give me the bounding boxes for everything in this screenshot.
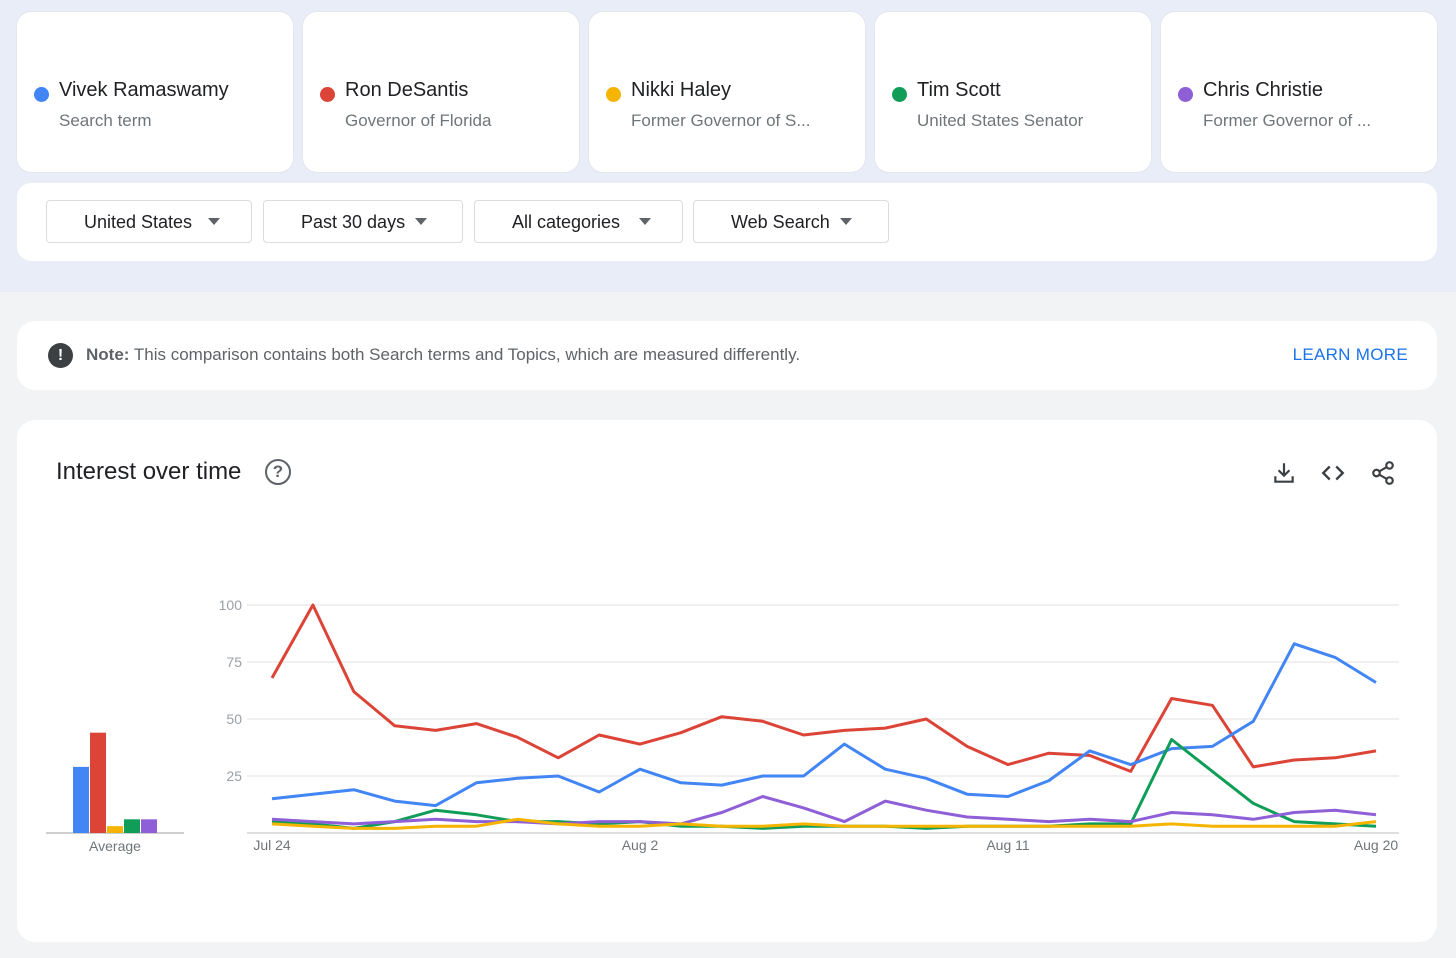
term-type: Former Governor of S...	[631, 111, 811, 130]
time-filter-label: Past 30 days	[301, 212, 406, 232]
term-card-2[interactable]: Ron DeSantis Governor of Florida	[303, 12, 579, 172]
series-line-nikki-haley	[271, 817, 1377, 830]
average-label: Average	[89, 838, 141, 854]
term-name: Ron DeSantis	[345, 79, 469, 101]
category-filter-dropdown[interactable]: All categories	[474, 200, 683, 243]
term-name: Vivek Ramaswamy	[59, 79, 229, 101]
learn-more-link[interactable]: LEARN MORE	[1292, 345, 1408, 364]
y-tick-label: 50	[226, 711, 242, 727]
help-icon[interactable]: ?	[265, 459, 291, 485]
term-type: Former Governor of ...	[1203, 111, 1372, 130]
y-tick-label: 100	[219, 597, 243, 613]
series-color-dot	[892, 87, 907, 102]
term-card-1[interactable]: Vivek Ramaswamy Search term	[17, 12, 293, 172]
embed-code-icon[interactable]	[1320, 460, 1346, 486]
search-type-filter-dropdown[interactable]: Web Search	[693, 200, 889, 243]
series-line-ron-desantis	[270, 603, 1377, 773]
chart-title: Interest over time	[56, 458, 242, 485]
term-card-4[interactable]: Tim Scott United States Senator	[875, 12, 1151, 172]
y-tick-label: 25	[226, 768, 242, 784]
time-filter-dropdown[interactable]: Past 30 days	[263, 200, 463, 243]
series-line-vivek-ramaswamy	[271, 642, 1377, 808]
series-color-dot	[1178, 87, 1193, 102]
x-tick-label: Jul 24	[253, 837, 291, 853]
alert-icon: !	[48, 343, 73, 368]
share-icon[interactable]	[1370, 460, 1396, 486]
x-tick-label: Aug 11	[986, 837, 1030, 853]
interest-over-time-card: Interest over time ? 25 50 75 100 Jul 24 Aug …	[17, 420, 1437, 942]
download-icon[interactable]	[1271, 460, 1297, 486]
dropdown-arrow-icon	[639, 218, 651, 225]
term-card-3[interactable]: Nikki Haley Former Governor of S...	[589, 12, 865, 172]
dropdown-arrow-icon	[208, 218, 220, 225]
term-name: Nikki Haley	[631, 79, 732, 101]
comparison-note: ! Note: This comparison contains both Se…	[17, 321, 1437, 390]
series-color-dot	[606, 87, 621, 102]
note-message: This comparison contains both Search ter…	[133, 345, 801, 364]
interest-chart: 25 50 75 100 Jul 24 Aug 2 Aug 11 Aug 20 Average	[46, 597, 1399, 854]
series-line-tim-scott	[271, 738, 1377, 830]
average-bar-vivek-ramaswamy	[73, 766, 89, 833]
series-line-chris-christie	[271, 795, 1377, 826]
series-color-dot	[320, 87, 335, 102]
filter-bar: United States Past 30 days All categorie…	[17, 183, 1437, 261]
series-color-dot	[34, 87, 49, 102]
y-tick-label: 75	[226, 654, 242, 670]
search-type-filter-label: Web Search	[731, 212, 830, 232]
term-type: Search term	[59, 111, 152, 130]
average-bar-nikki-haley	[107, 826, 123, 833]
x-tick-label: Aug 20	[1354, 837, 1399, 853]
region-filter-label: United States	[84, 212, 193, 232]
note-label: Note:	[86, 345, 130, 364]
dropdown-arrow-icon	[840, 218, 852, 225]
average-bar-chris-christie	[141, 819, 157, 833]
average-bar-ron-desantis	[90, 732, 106, 833]
dropdown-arrow-icon	[415, 218, 427, 225]
term-type: United States Senator	[917, 111, 1084, 130]
region-filter-dropdown[interactable]: United States	[46, 200, 252, 243]
category-filter-label: All categories	[512, 212, 621, 232]
term-card-5[interactable]: Chris Christie Former Governor of ...	[1161, 12, 1437, 172]
term-type: Governor of Florida	[345, 111, 492, 130]
average-bar-tim-scott	[124, 819, 140, 833]
x-tick-label: Aug 2	[622, 837, 659, 853]
term-name: Tim Scott	[917, 79, 1001, 101]
term-name: Chris Christie	[1203, 79, 1324, 101]
note-text: Note: This comparison contains both Sear…	[86, 345, 800, 365]
